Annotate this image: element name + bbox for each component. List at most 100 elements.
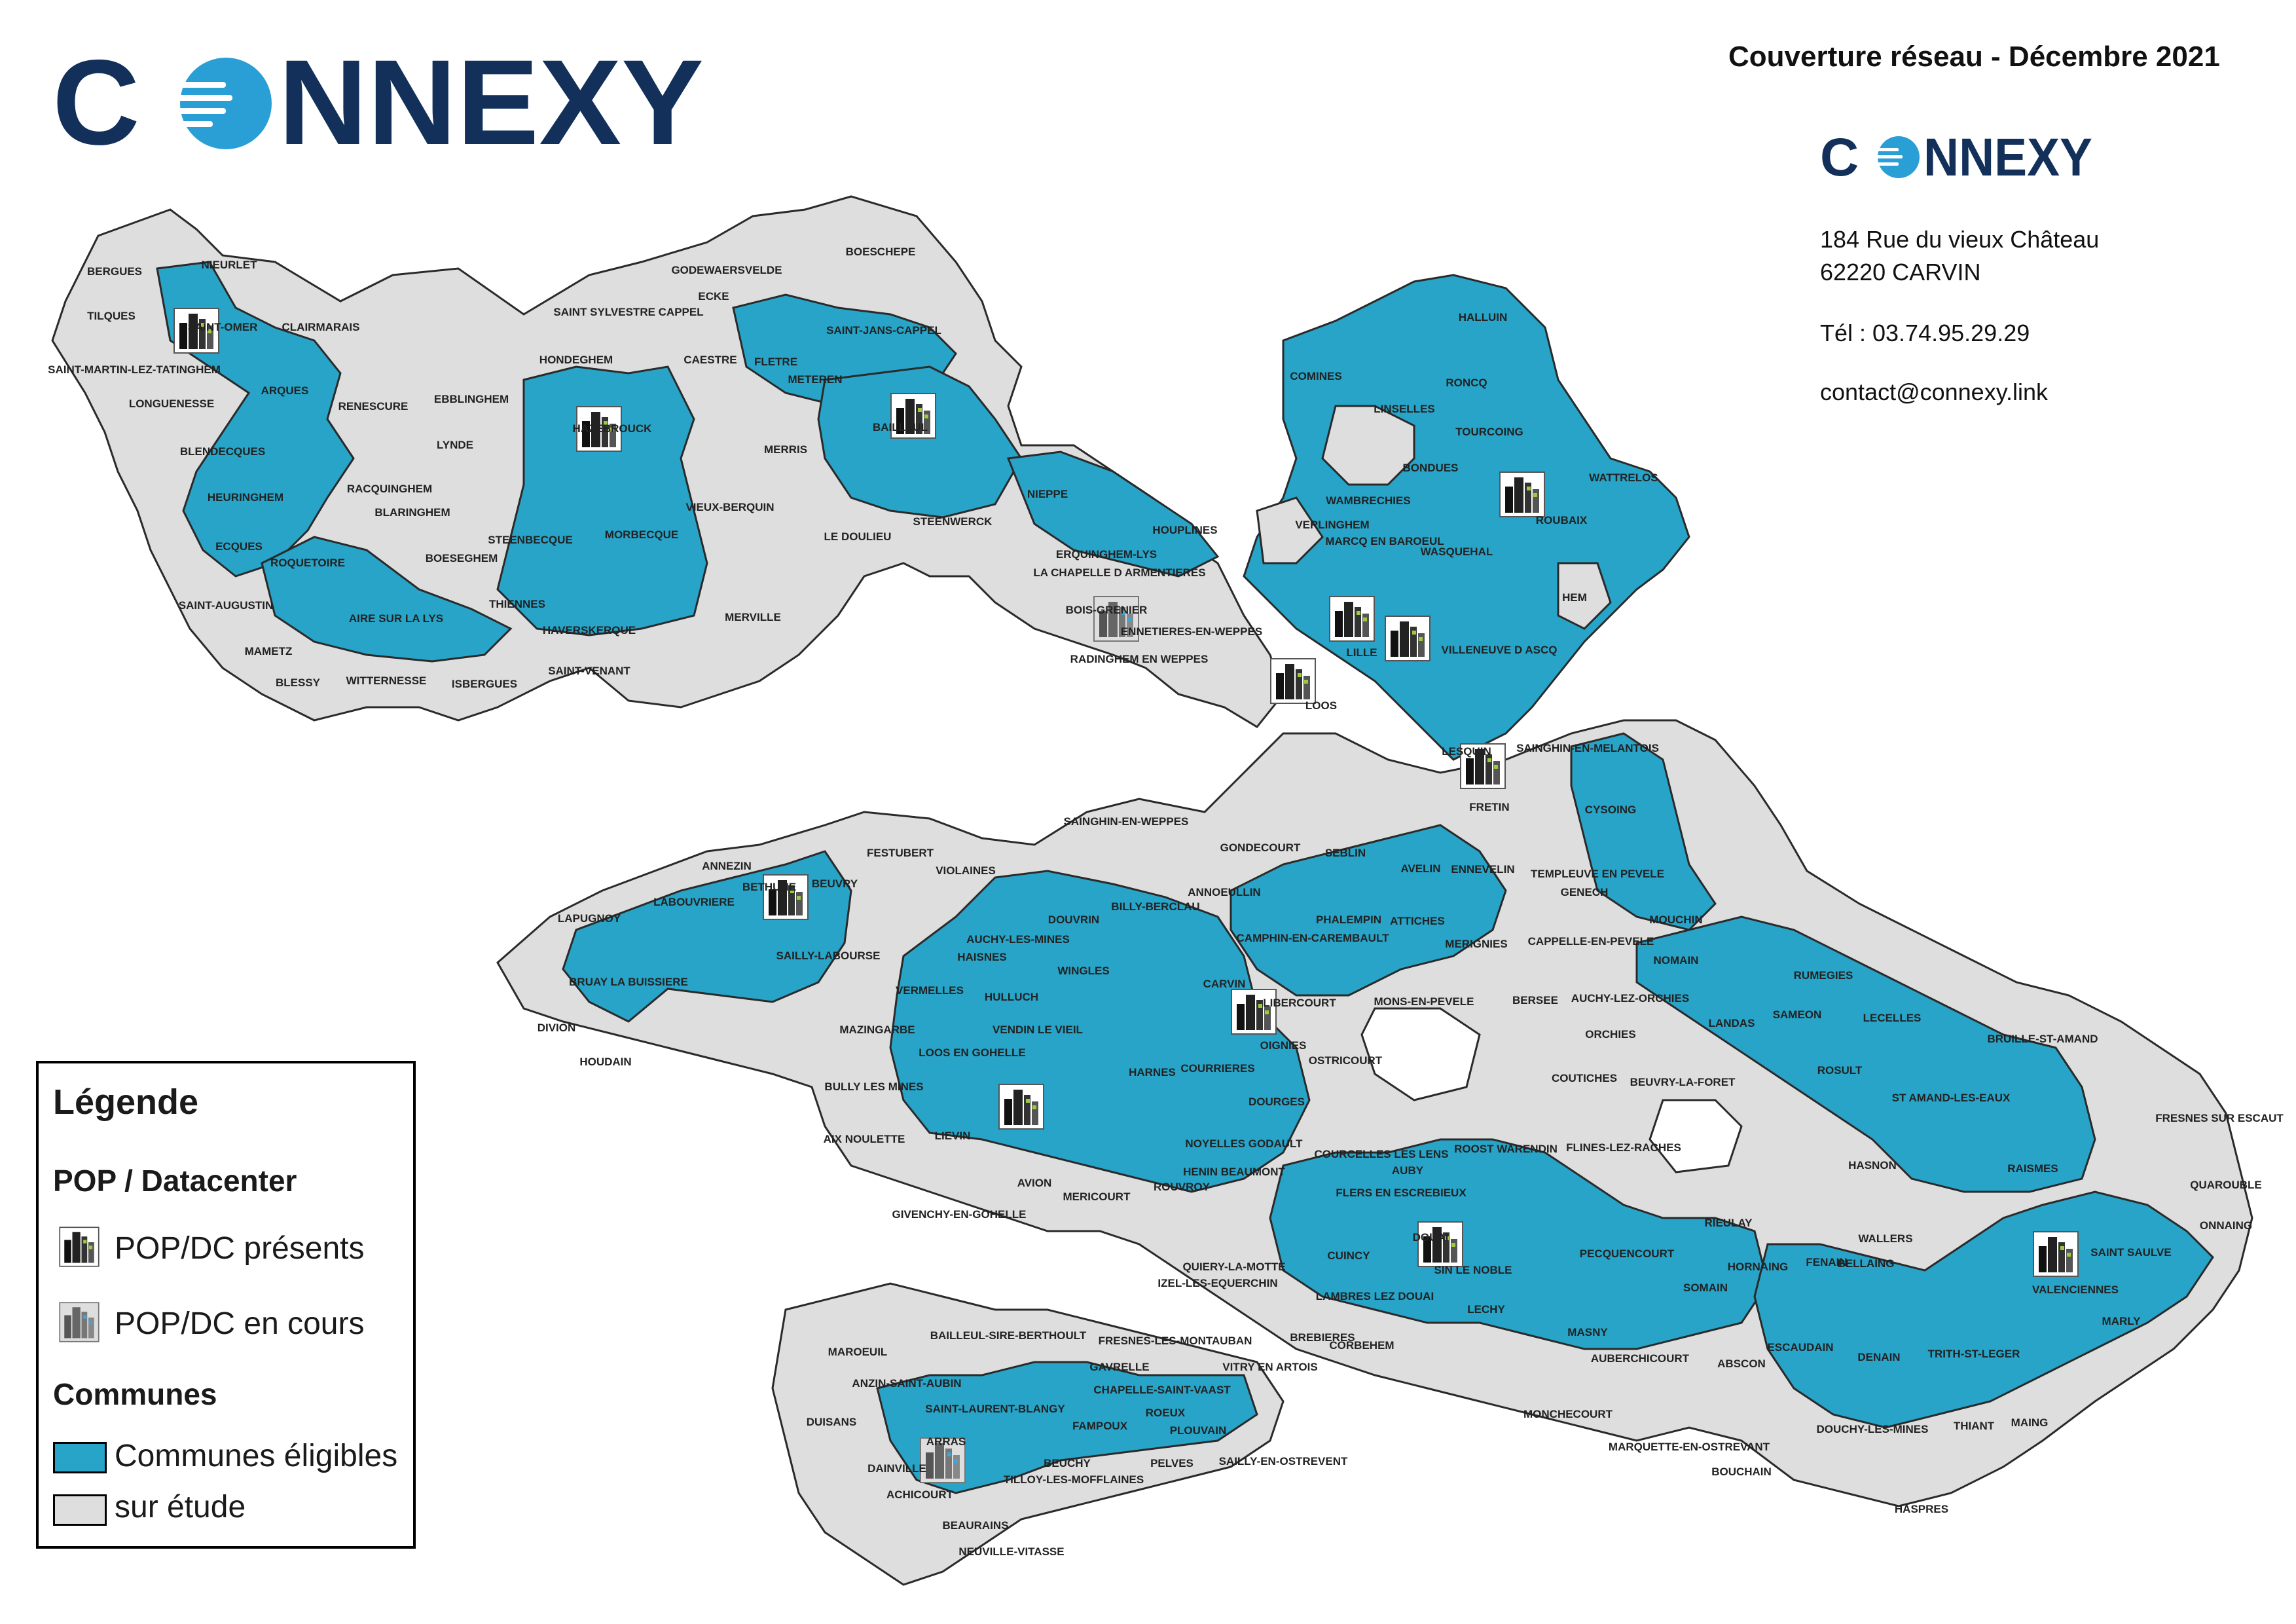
commune-label-ebblinghem: EBBLINGHEM xyxy=(434,393,509,405)
commune-label-vitry-en-artois: VITRY EN ARTOIS xyxy=(1222,1361,1317,1373)
commune-label-saint-saulve: SAINT SAULVE xyxy=(2090,1246,2171,1259)
page-title: Couverture réseau - Décembre 2021 xyxy=(1728,41,2220,73)
commune-label-bergues: BERGUES xyxy=(87,265,142,278)
commune-label-bruille-st-amand: BRUILLE-ST-AMAND xyxy=(1987,1033,2098,1045)
logo-letters: NNEXY xyxy=(278,46,704,157)
legend-pop-present-label: POP/DC présents xyxy=(115,1231,365,1266)
commune-label-bully-les-mines: BULLY LES MINES xyxy=(824,1080,923,1093)
commune-label-rieulay: RIEULAY xyxy=(1704,1217,1753,1229)
commune-label-bersee: BERSEE xyxy=(1512,994,1558,1006)
commune-label-witternesse: WITTERNESSE xyxy=(346,674,427,687)
commune-label-bailleul-sire-berthoult: BAILLEUL-SIRE-BERTHOULT xyxy=(930,1329,1087,1342)
commune-label-isbergues: ISBERGUES xyxy=(452,678,517,690)
commune-labels: BERGUES NIEURLET TILQUES SAINT-OMER CLAIRMAR… xyxy=(48,246,2284,1558)
legend-communes-section: Communes xyxy=(53,1377,217,1411)
commune-label-auchy-lez-orchies: AUCHY-LEZ-ORCHIES xyxy=(1571,992,1689,1005)
commune-label-bailleul: BAILLEUL xyxy=(873,421,928,434)
commune-label-quiery-la-motte: QUIERY-LA-MOTTE xyxy=(1182,1261,1285,1273)
region-bailleul xyxy=(817,365,1023,519)
commune-label-lechy: LECHY xyxy=(1467,1303,1505,1316)
study-hole-wallers xyxy=(1649,1099,1743,1173)
commune-label-roquetoire: ROQUETOIRE xyxy=(270,557,345,569)
commune-label-loos: LOOS xyxy=(1305,699,1337,712)
commune-label-houdain: HOUDAIN xyxy=(579,1056,631,1068)
commune-label-divion: DIVION xyxy=(538,1022,576,1034)
commune-label-thiennes: THIENNES xyxy=(489,598,545,610)
commune-label-tilques: TILQUES xyxy=(87,310,136,322)
region-aire-sur-la-lys xyxy=(261,536,513,663)
commune-label-sainghin-en-melantois: SAINGHIN-EN-MELANTOIS xyxy=(1516,742,1659,754)
commune-label-annoeullin: ANNOEULLIN xyxy=(1188,886,1260,898)
commune-label-wattrelos: WATTRELOS xyxy=(1589,471,1658,484)
commune-label-valenciennes: VALENCIENNES xyxy=(2032,1283,2119,1296)
commune-label-noyelles-godault: NOYELLES GODAULT xyxy=(1185,1137,1303,1150)
commune-label-godewaersvelde: GODEWAERSVELDE xyxy=(671,264,782,276)
commune-label-sailly-en-ostrevent: SAILLY-EN-OSTREVENT xyxy=(1219,1455,1348,1467)
commune-label-clairmarais: CLAIRMARAIS xyxy=(282,321,360,333)
commune-label-bondues: BONDUES xyxy=(1402,462,1458,474)
commune-label-hem: HEM xyxy=(1562,591,1587,604)
commune-label-mouchin: MOUCHIN xyxy=(1649,913,1702,926)
commune-label-trith-st-leger: TRITH-ST-LEGER xyxy=(1928,1348,2020,1360)
commune-label-lynde: LYNDE xyxy=(437,439,473,451)
commune-label-nieurlet: NIEURLET xyxy=(202,259,258,271)
commune-label-mametz: MAMETZ xyxy=(245,645,293,657)
commune-label-templeuve-en-pevele: TEMPLEUVE EN PEVELE xyxy=(1531,868,1664,880)
commune-label-achicourt: ACHICOURT xyxy=(886,1488,954,1501)
commune-label-wallers: WALLERS xyxy=(1858,1232,1912,1245)
legend-pop-section: POP / Datacenter xyxy=(53,1164,297,1198)
commune-label-bellaing: BELLAING xyxy=(1838,1257,1895,1270)
commune-label-vieux-berquin: VIEUX-BERQUIN xyxy=(685,501,774,513)
commune-label-merville: MERVILLE xyxy=(725,611,781,623)
connexy-logo-small: C NNEXY xyxy=(1820,131,2092,183)
commune-label-roeux: ROEUX xyxy=(1146,1407,1186,1419)
legend-study-swatch xyxy=(53,1494,107,1526)
commune-label-hazebrouck: HAZEBROUCK xyxy=(573,422,653,435)
commune-label-sailly-labourse: SAILLY-LABOURSE xyxy=(776,950,880,962)
commune-label-saint-jans-cappel: SAINT-JANS-CAPPEL xyxy=(826,324,941,337)
commune-label-arras: ARRAS xyxy=(926,1435,966,1448)
commune-label-carvin: CARVIN xyxy=(1203,978,1246,990)
commune-label-haisnes: HAISNES xyxy=(957,951,1007,963)
logo-letter-c: C xyxy=(52,46,140,157)
commune-label-marly: MARLY xyxy=(2102,1315,2141,1327)
commune-label-haverskerque: HAVERSKERQUE xyxy=(543,624,636,637)
commune-label-duisans: DUISANS xyxy=(807,1416,857,1428)
commune-label-nieppe: NIEPPE xyxy=(1027,488,1068,500)
commune-label-hornaing: HORNAING xyxy=(1728,1261,1789,1273)
region-douai xyxy=(1269,1138,1769,1350)
commune-label-radinghem-en-weppes: RADINGHEM EN WEPPES xyxy=(1070,653,1209,665)
region-carvin-seclin xyxy=(1230,824,1507,997)
pop-lille-2-icon xyxy=(1385,616,1430,661)
commune-label-marquette-en-ostrevant: MARQUETTE-EN-OSTREVANT xyxy=(1609,1441,1770,1453)
pop-roubaix-icon xyxy=(1499,471,1545,517)
commune-label-fresnes-sur-escaut: FRESNES SUR ESCAUT xyxy=(2155,1112,2284,1124)
contact-email[interactable]: contact@connexy.link xyxy=(1820,378,2049,405)
commune-label-mazingarbe: MAZINGARBE xyxy=(839,1024,915,1036)
commune-label-blaringhem: BLARINGHEM xyxy=(374,506,450,519)
commune-label-lesquin: LESQUIN xyxy=(1442,745,1491,758)
commune-label-heuringhem: HEURINGHEM xyxy=(208,491,283,504)
commune-label-maing: MAING xyxy=(2011,1416,2049,1429)
commune-label-loos-en-gohelle: LOOS EN GOHELLE xyxy=(919,1046,1025,1059)
commune-label-arques: ARQUES xyxy=(261,384,309,397)
commune-label-auby: AUBY xyxy=(1392,1164,1424,1177)
study-hole-ostricourt xyxy=(1360,1007,1481,1101)
commune-label-annezin: ANNEZIN xyxy=(702,860,752,872)
commune-label-genech: GENECH xyxy=(1561,886,1609,898)
commune-label-flers-en-escrebieux: FLERS EN ESCREBIEUX xyxy=(1336,1187,1467,1199)
commune-label-vendin-le-vieil: VENDIN LE VIEIL xyxy=(993,1024,1083,1036)
commune-label-saint-martin-lez-tatinghem: SAINT-MARTIN-LEZ-TATINGHEM xyxy=(48,363,221,376)
pop-lille-icon xyxy=(1329,596,1375,642)
commune-label-gondecourt: GONDECOURT xyxy=(1220,841,1301,854)
commune-label-ecke: ECKE xyxy=(698,290,729,303)
commune-label-lievin: LIEVIN xyxy=(935,1130,971,1142)
region-valenciennes-denain xyxy=(1753,1190,2214,1429)
commune-label-cysoing: CYSOING xyxy=(1585,803,1636,816)
region-cysoing-mouchin xyxy=(1570,732,1717,931)
commune-label-izel-les-equerchin: IZEL-LES-EQUERCHIN xyxy=(1157,1277,1277,1289)
commune-label-boeschepe: BOESCHEPE xyxy=(846,246,916,258)
commune-label-linselles: LINSELLES xyxy=(1374,403,1435,415)
commune-label-racquinghem: RACQUINGHEM xyxy=(347,483,432,495)
